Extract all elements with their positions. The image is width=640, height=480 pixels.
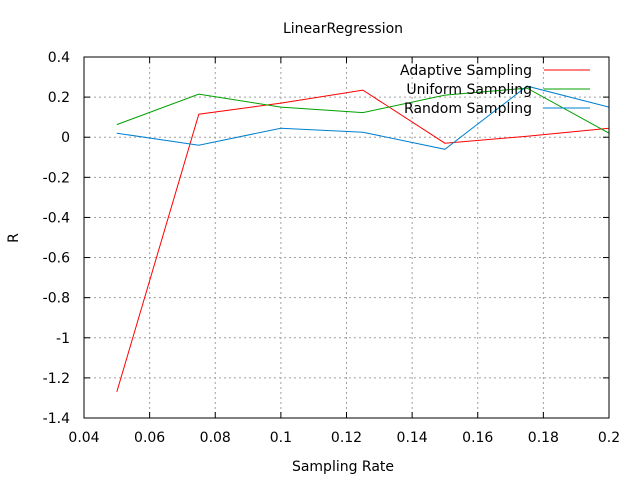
y-tick-label: -0.6 — [43, 251, 70, 267]
y-tick-label: -1.4 — [43, 411, 70, 427]
series-line-random-sampling — [116, 85, 610, 150]
x-tick-label: 0.04 — [68, 430, 99, 446]
y-tick-label: -1 — [56, 331, 70, 347]
series-layer — [116, 85, 610, 393]
y-tick-labels: 0.4 0.2 0 -0.2 -0.4 -0.6 -0.8 -1 -1.2 -1.4 — [43, 50, 70, 427]
legend-label-uniform-sampling: Uniform Sampling — [406, 82, 532, 98]
ticks — [83, 56, 610, 419]
y-tick-label: 0 — [61, 130, 70, 146]
x-tick-label: 0.14 — [397, 430, 428, 446]
x-tick-label: 0.08 — [200, 430, 231, 446]
grid — [84, 57, 609, 418]
y-tick-label: -1.2 — [43, 371, 70, 387]
x-tick-labels: 0.04 0.06 0.08 0.1 0.12 0.14 0.16 0.18 0.2 — [68, 430, 620, 446]
legend-label-adaptive-sampling: Adaptive Sampling — [400, 63, 532, 79]
x-tick-label: 0.06 — [134, 430, 165, 446]
legend: Adaptive Sampling Uniform Sampling Random … — [400, 63, 590, 117]
series-line-adaptive-sampling — [116, 89, 610, 393]
legend-label-random-sampling: Random Sampling — [404, 101, 532, 117]
x-tick-label: 0.2 — [598, 430, 620, 446]
y-tick-label: 0.4 — [48, 50, 70, 66]
y-tick-label: 0.2 — [48, 90, 70, 106]
x-axis-title: Sampling Rate — [292, 459, 394, 475]
chart-title: LinearRegression — [283, 21, 403, 37]
x-tick-label: 0.12 — [331, 430, 362, 446]
x-tick-label: 0.1 — [270, 430, 292, 446]
series-line-uniform-sampling — [116, 87, 610, 134]
x-tick-label: 0.18 — [528, 430, 559, 446]
y-tick-label: -0.2 — [43, 170, 70, 186]
y-tick-label: -0.8 — [43, 291, 70, 307]
x-tick-label: 0.16 — [462, 430, 493, 446]
y-axis-title: R — [6, 233, 22, 243]
y-tick-label: -0.4 — [43, 210, 70, 226]
